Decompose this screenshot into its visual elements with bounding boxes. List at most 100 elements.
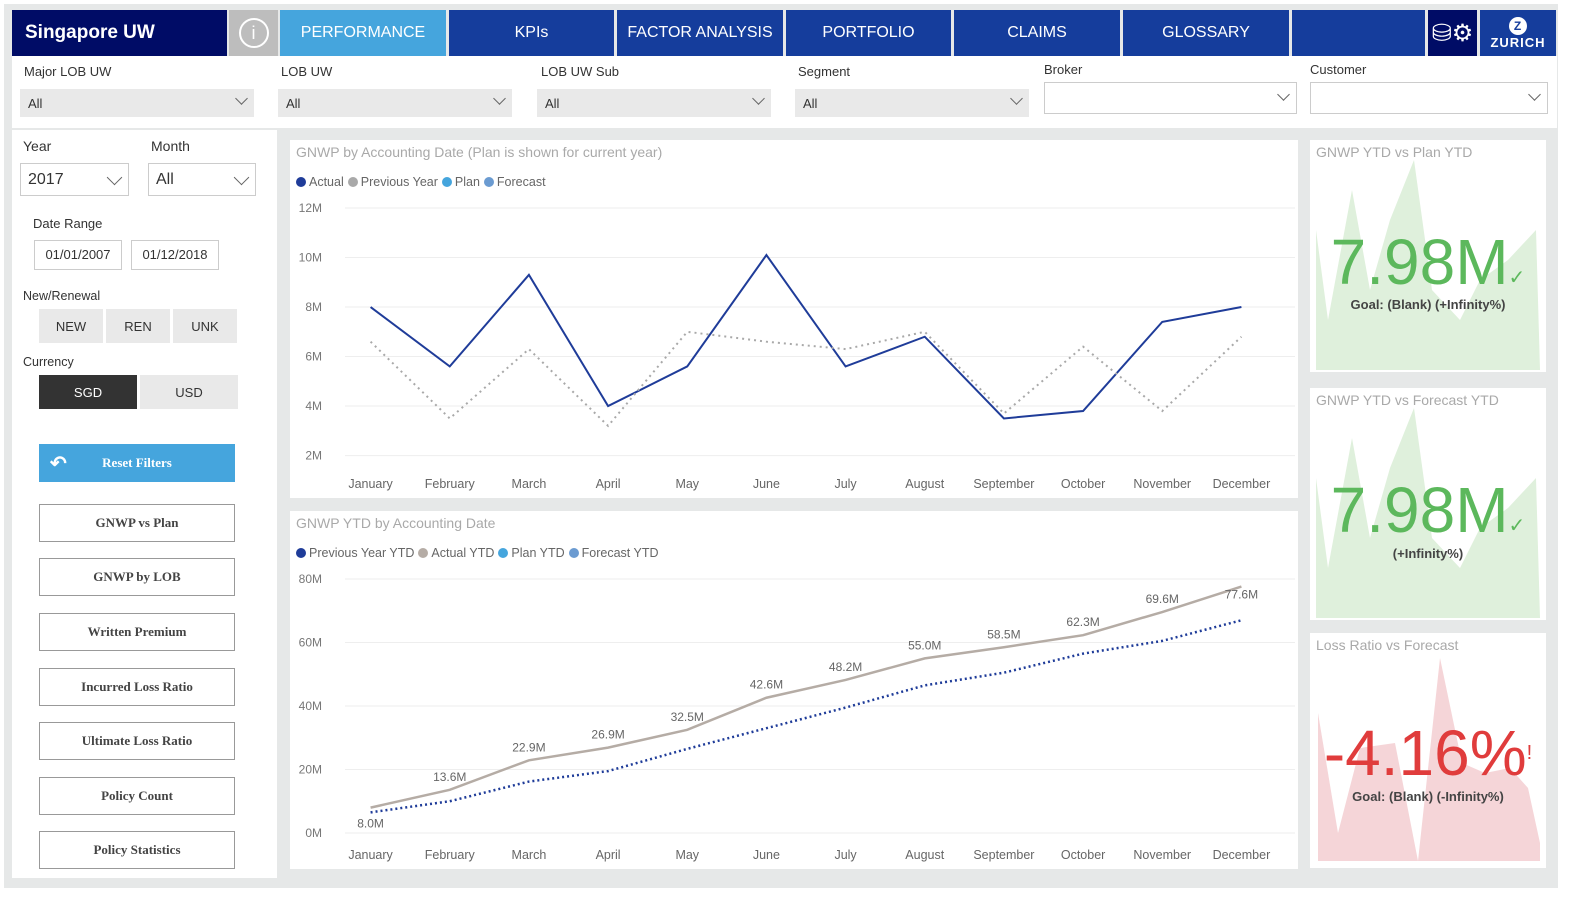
y-tick-label: 2M: [305, 449, 322, 463]
legend-item[interactable]: Previous Year: [347, 175, 438, 190]
major-lob-value: All: [28, 96, 43, 111]
x-tick-label: July: [834, 477, 857, 491]
kpi-value: 7.98M✓: [1330, 474, 1526, 546]
x-tick-label: October: [1061, 848, 1105, 862]
tab-claims[interactable]: CLAIMS: [954, 10, 1120, 56]
lob-sub-dropdown[interactable]: All: [537, 89, 771, 117]
header-spacer: [1292, 10, 1425, 56]
chevron-down-icon: [1528, 88, 1541, 101]
data-label: 55.0M: [908, 638, 941, 652]
lob-value: All: [286, 96, 301, 111]
date-to-input[interactable]: 01/12/2018: [131, 240, 219, 270]
tab-kpis[interactable]: KPIs: [449, 10, 614, 56]
y-tick-label: 10M: [299, 251, 322, 265]
ren-button[interactable]: REN: [106, 309, 170, 343]
tab-performance[interactable]: PERFORMANCE: [280, 10, 446, 56]
nav-policy-count[interactable]: Policy Count: [39, 777, 235, 815]
chart-plot: 0M 20M 40M 60M 80M January February March April M…: [299, 572, 1295, 862]
lob-sub-value: All: [545, 96, 560, 111]
nav-written-premium[interactable]: Written Premium: [39, 613, 235, 651]
filter-bar: Major LOB UW All LOB UW All LOB UW Sub A…: [12, 56, 1557, 128]
nav-ultimate-loss-ratio[interactable]: Ultimate Loss Ratio: [39, 722, 235, 760]
kpi-goal: Goal: (Blank) (-Infinity%): [1352, 789, 1504, 804]
series-line-actual: [369, 253, 1242, 420]
tab-glossary[interactable]: GLOSSARY: [1123, 10, 1289, 56]
data-label: 13.6M: [433, 770, 466, 784]
series-line-previous-year-ytd: [370, 619, 1242, 814]
date-from-input[interactable]: 01/01/2007: [34, 240, 122, 270]
x-tick-label: April: [596, 477, 621, 491]
year-dropdown[interactable]: 2017: [20, 163, 129, 196]
info-button[interactable]: i: [229, 10, 278, 56]
y-tick-label: 40M: [299, 699, 322, 713]
kpi-goal: Goal: (Blank) (+Infinity%): [1350, 297, 1506, 312]
tab-factor-analysis[interactable]: FACTOR ANALYSIS: [617, 10, 783, 56]
kpi-title: GNWP YTD vs Plan YTD: [1316, 144, 1473, 160]
data-settings-button[interactable]: ⛁⚙: [1428, 10, 1477, 56]
kpi-title: GNWP YTD vs Forecast YTD: [1316, 392, 1499, 408]
tab-portfolio[interactable]: PORTFOLIO: [786, 10, 951, 56]
kpi-card-plan: GNWP YTD vs Plan YTD 7.98M✓ Goal: (Blank…: [1310, 140, 1546, 372]
legend-item[interactable]: Actual YTD: [418, 546, 494, 561]
month-dropdown[interactable]: All: [148, 163, 256, 196]
nav-policy-statistics[interactable]: Policy Statistics: [39, 831, 235, 869]
chevron-down-icon: [752, 92, 765, 105]
y-tick-label: 60M: [299, 636, 322, 650]
chevron-down-icon: [1010, 92, 1023, 105]
nav-gnwp-by-lob[interactable]: GNWP by LOB: [39, 558, 235, 596]
check-icon: ✓: [1508, 515, 1526, 537]
kpi-card-forecast: GNWP YTD vs Forecast YTD 7.98M✓ (+Infini…: [1310, 388, 1546, 620]
chart-legend: Previous Year YTD Actual YTD Plan YTD Forec…: [296, 546, 659, 561]
legend-item[interactable]: Previous Year YTD: [296, 546, 414, 561]
sgd-button[interactable]: SGD: [39, 375, 137, 409]
x-tick-label: November: [1133, 848, 1191, 862]
nav-gnwp-vs-plan[interactable]: GNWP vs Plan: [39, 504, 235, 542]
nav-incurred-loss-ratio[interactable]: Incurred Loss Ratio: [39, 668, 235, 706]
x-tick-label: February: [425, 848, 476, 862]
y-tick-label: 80M: [299, 572, 322, 586]
legend-item[interactable]: Actual: [296, 175, 344, 190]
segment-value: All: [803, 96, 818, 111]
chart-title: GNWP by Accounting Date (Plan is shown f…: [296, 144, 663, 160]
data-label: 26.9M: [591, 728, 624, 742]
kpi-sparkline: [1318, 658, 1540, 861]
warning-icon: !: [1526, 742, 1533, 764]
y-tick-label: 8M: [305, 300, 322, 314]
usd-button[interactable]: USD: [140, 375, 238, 409]
reset-filters-button[interactable]: ↶ Reset Filters: [39, 444, 235, 482]
new-renewal-label: New/Renewal: [23, 289, 101, 303]
check-icon: ✓: [1508, 267, 1526, 289]
kpi-sparkline: [1316, 408, 1540, 618]
report-title: Singapore UW: [12, 10, 227, 56]
unk-button[interactable]: UNK: [173, 309, 237, 343]
legend-item[interactable]: Plan YTD: [498, 546, 565, 561]
gnwp-ytd-chart: GNWP YTD by Accounting Date Previous Yea…: [290, 511, 1298, 869]
kpi-value: 7.98M✓: [1330, 226, 1526, 298]
x-tick-label: March: [512, 848, 547, 862]
major-lob-dropdown[interactable]: All: [20, 89, 254, 117]
x-tick-label: December: [1213, 477, 1271, 491]
undo-icon: ↶: [50, 452, 67, 475]
new-button[interactable]: NEW: [39, 309, 103, 343]
x-tick-label: October: [1061, 477, 1105, 491]
y-tick-label: 4M: [305, 399, 322, 413]
y-tick-label: 6M: [305, 350, 322, 364]
legend-item[interactable]: Forecast: [483, 175, 546, 190]
broker-dropdown[interactable]: [1044, 82, 1297, 114]
data-label: 58.5M: [987, 627, 1020, 641]
lob-dropdown[interactable]: All: [278, 89, 512, 117]
data-label: 42.6M: [750, 678, 783, 692]
month-value: All: [156, 171, 174, 188]
gnwp-monthly-chart: GNWP by Accounting Date (Plan is shown f…: [290, 140, 1298, 498]
customer-label: Customer: [1310, 62, 1367, 77]
series-line-actual-ytd: [370, 585, 1242, 809]
legend-item[interactable]: Forecast YTD: [568, 546, 659, 561]
x-tick-label: March: [512, 477, 547, 491]
broker-label: Broker: [1044, 62, 1083, 77]
x-tick-label: June: [753, 848, 780, 862]
legend-item[interactable]: Plan: [441, 175, 480, 190]
customer-dropdown[interactable]: [1310, 82, 1548, 114]
segment-dropdown[interactable]: All: [795, 89, 1029, 117]
x-tick-label: September: [973, 848, 1034, 862]
y-tick-label: 12M: [299, 201, 322, 215]
